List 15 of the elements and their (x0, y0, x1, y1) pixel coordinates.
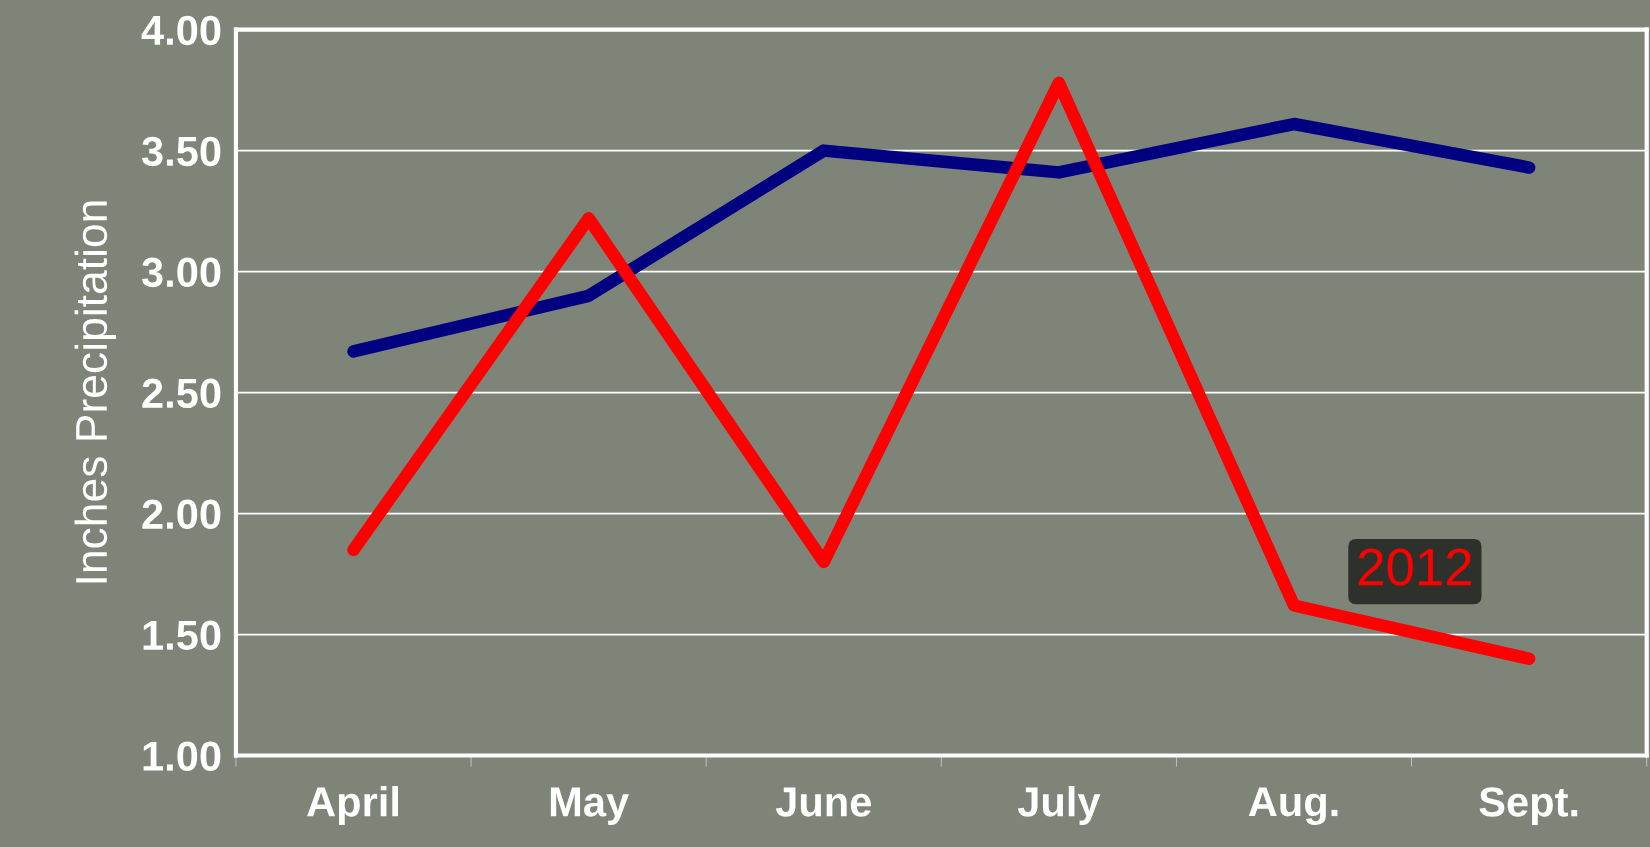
series-label: 2012 (1358, 548, 1471, 586)
x-tick-label: April (307, 786, 399, 825)
x-tick-label: June (775, 787, 871, 817)
y-tick-label: 3.00 (141, 257, 221, 288)
y-tick-label: 2.00 (142, 499, 221, 530)
y-tick-label: 4.00 (141, 15, 221, 46)
x-tick-label: July (1017, 786, 1101, 825)
x-tick-label: May (550, 787, 629, 825)
y-tick-label: 1.00 (143, 741, 221, 772)
x-tick-label: Aug. (1248, 787, 1338, 825)
y-tick-label: 1.50 (143, 620, 221, 651)
y-tick-label: 2.50 (142, 378, 221, 409)
y-tick-label: 3.50 (141, 136, 221, 167)
y-axis-title: Inches Precipitation (74, 201, 116, 583)
x-tick-label: Sept. (1479, 787, 1578, 825)
